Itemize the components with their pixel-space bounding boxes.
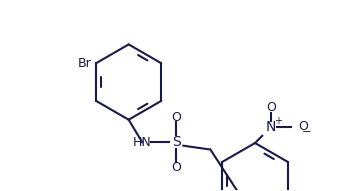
Text: O: O xyxy=(266,101,276,114)
Text: Br: Br xyxy=(78,57,92,70)
Text: HN: HN xyxy=(133,136,151,149)
Text: −: − xyxy=(303,127,312,137)
Text: +: + xyxy=(274,116,282,126)
Text: O: O xyxy=(171,111,181,124)
Text: O: O xyxy=(298,120,308,133)
Text: O: O xyxy=(171,161,181,174)
Text: S: S xyxy=(172,135,180,149)
Text: N: N xyxy=(266,120,276,134)
